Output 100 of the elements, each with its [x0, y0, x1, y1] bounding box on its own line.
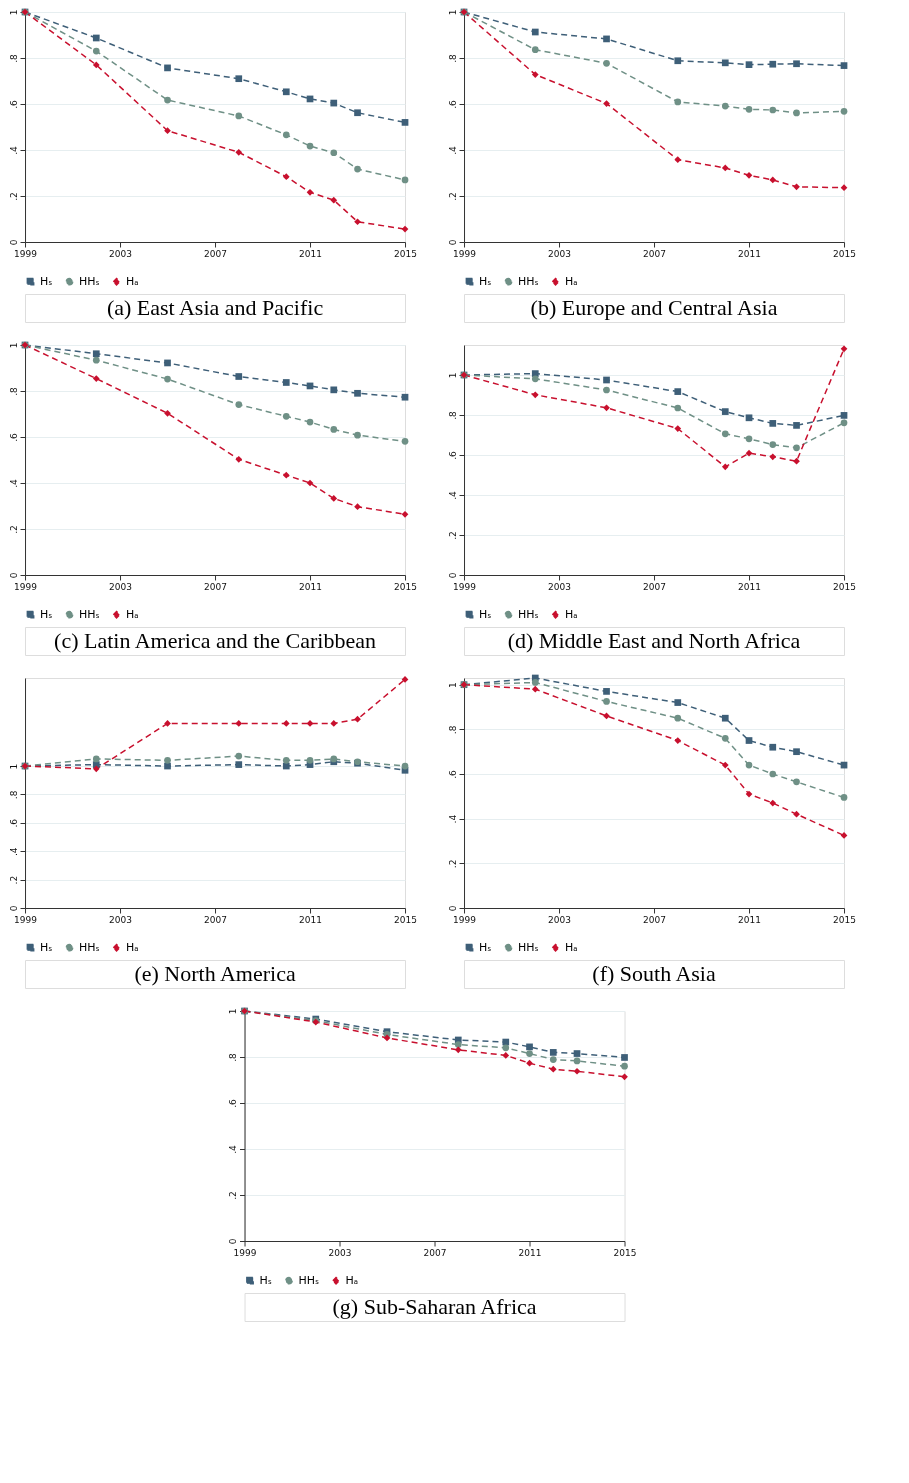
text: (f) South Asia [592, 961, 716, 986]
y-tick-label: 1 [447, 372, 458, 379]
x-tick-label: 2011 [299, 581, 322, 592]
text: (d) Middle East and North Africa [507, 628, 801, 653]
x-tick-label: 2003 [109, 581, 132, 592]
x-tick-label: 1999 [453, 248, 477, 259]
legend-label: Hₛ [40, 940, 53, 954]
y-tick-label: .8 [8, 386, 19, 396]
legend-label: Hₐ [565, 607, 578, 621]
legend-label: Hₛ [479, 607, 492, 621]
y-tick-label: .8 [447, 410, 458, 420]
y-tick-label: .2 [447, 531, 458, 540]
y-tick-label: .8 [447, 53, 458, 63]
y-tick-label: .6 [228, 1098, 239, 1108]
x-tick-label: 2007 [204, 248, 227, 259]
y-tick-label: .2 [447, 192, 458, 201]
x-tick-label: 2015 [833, 248, 856, 259]
x-tick-label: 2015 [394, 581, 417, 592]
legend-label: Hₛ [40, 607, 53, 621]
x-tick-label: 1999 [14, 914, 38, 925]
legend-label: HHₛ [79, 607, 100, 621]
x-tick-label: 2011 [738, 581, 761, 592]
y-tick-label: .6 [447, 99, 458, 109]
y-tick-label: .4 [8, 478, 19, 488]
x-tick-label: 2011 [299, 248, 322, 259]
x-tick-label: 2015 [394, 914, 417, 925]
y-tick-label: 1 [228, 1008, 239, 1015]
legend-label: HHₛ [298, 1273, 320, 1287]
y-tick-label: 1 [8, 763, 19, 770]
y-tick-label: .8 [8, 53, 19, 63]
y-tick-label: 0 [8, 572, 19, 579]
x-tick-label: 2011 [518, 1247, 542, 1258]
y-tick-label: .2 [8, 525, 19, 534]
x-tick-label: 2003 [109, 914, 132, 925]
y-tick-label: 0 [447, 239, 458, 246]
text: (b) Europe and Central Asia [530, 295, 778, 320]
x-tick-label: 2003 [548, 248, 571, 259]
x-tick-label: 1999 [14, 248, 38, 259]
legend-label: Hₐ [345, 1273, 359, 1287]
y-tick-label: .4 [228, 1144, 239, 1154]
x-tick-label: 1999 [14, 581, 38, 592]
legend-label: Hₐ [565, 940, 578, 954]
y-tick-label: .2 [8, 192, 19, 201]
y-tick-label: 0 [447, 572, 458, 579]
x-tick-label: 2003 [109, 248, 132, 259]
y-tick-label: .6 [8, 432, 19, 442]
y-tick-label: .8 [8, 790, 19, 800]
text: (g) Sub-Saharan Africa [332, 1294, 537, 1319]
legend-label: Hₛ [40, 274, 53, 288]
y-tick-label: .8 [228, 1052, 239, 1062]
x-tick-label: 2015 [833, 581, 856, 592]
x-tick-label: 1999 [233, 1247, 257, 1258]
y-tick-label: .6 [8, 818, 19, 828]
y-tick-label: .6 [447, 450, 458, 460]
y-tick-label: .2 [8, 875, 19, 885]
x-tick-label: 2015 [833, 914, 856, 925]
y-tick-label: .4 [8, 847, 19, 857]
x-tick-label: 2003 [328, 1247, 352, 1258]
legend-label: Hₛ [259, 1273, 272, 1287]
x-tick-label: 2011 [738, 914, 761, 925]
y-tick-label: .4 [8, 145, 19, 155]
y-tick-label: 1 [447, 9, 458, 16]
y-tick-label: .6 [447, 769, 458, 779]
x-tick-label: 2007 [643, 581, 666, 592]
legend-label: Hₐ [126, 274, 139, 288]
x-tick-label: 2015 [613, 1247, 637, 1258]
y-tick-label: 1 [8, 342, 19, 349]
legend-label: HHₛ [518, 607, 539, 621]
y-tick-label: 1 [8, 9, 19, 16]
x-tick-label: 2007 [423, 1247, 447, 1258]
y-tick-label: .4 [447, 145, 458, 155]
x-tick-label: 1999 [453, 914, 477, 925]
legend-label: Hₛ [479, 274, 492, 288]
x-tick-label: 2015 [394, 248, 417, 259]
y-tick-label: .8 [447, 725, 458, 735]
y-tick-label: 0 [228, 1238, 239, 1245]
y-tick-label: 0 [8, 239, 19, 246]
text: (c) Latin America and the Caribbean [54, 628, 376, 653]
x-tick-label: 2007 [643, 248, 666, 259]
y-tick-label: .2 [447, 859, 458, 869]
legend-label: HHₛ [79, 274, 100, 288]
legend-label: Hₐ [126, 940, 139, 954]
legend-label: HHₛ [79, 940, 100, 954]
x-tick-label: 2003 [548, 581, 571, 592]
y-tick-label: .6 [8, 99, 19, 109]
legend-label: Hₛ [479, 940, 492, 954]
x-tick-label: 2007 [643, 914, 666, 925]
y-tick-label: 1 [447, 682, 458, 689]
y-tick-label: .4 [447, 814, 458, 824]
legend-label: HHₛ [518, 274, 539, 288]
text: (e) North America [134, 961, 296, 986]
y-tick-label: 0 [8, 905, 19, 912]
x-tick-label: 2003 [548, 914, 571, 925]
x-tick-label: 1999 [453, 581, 477, 592]
y-tick-label: 0 [447, 905, 458, 912]
text: (a) East Asia and Pacific [106, 295, 324, 320]
legend-label: Hₐ [565, 274, 578, 288]
y-tick-label: .2 [228, 1191, 239, 1200]
legend-label: Hₐ [126, 607, 139, 621]
x-tick-label: 2011 [299, 914, 322, 925]
